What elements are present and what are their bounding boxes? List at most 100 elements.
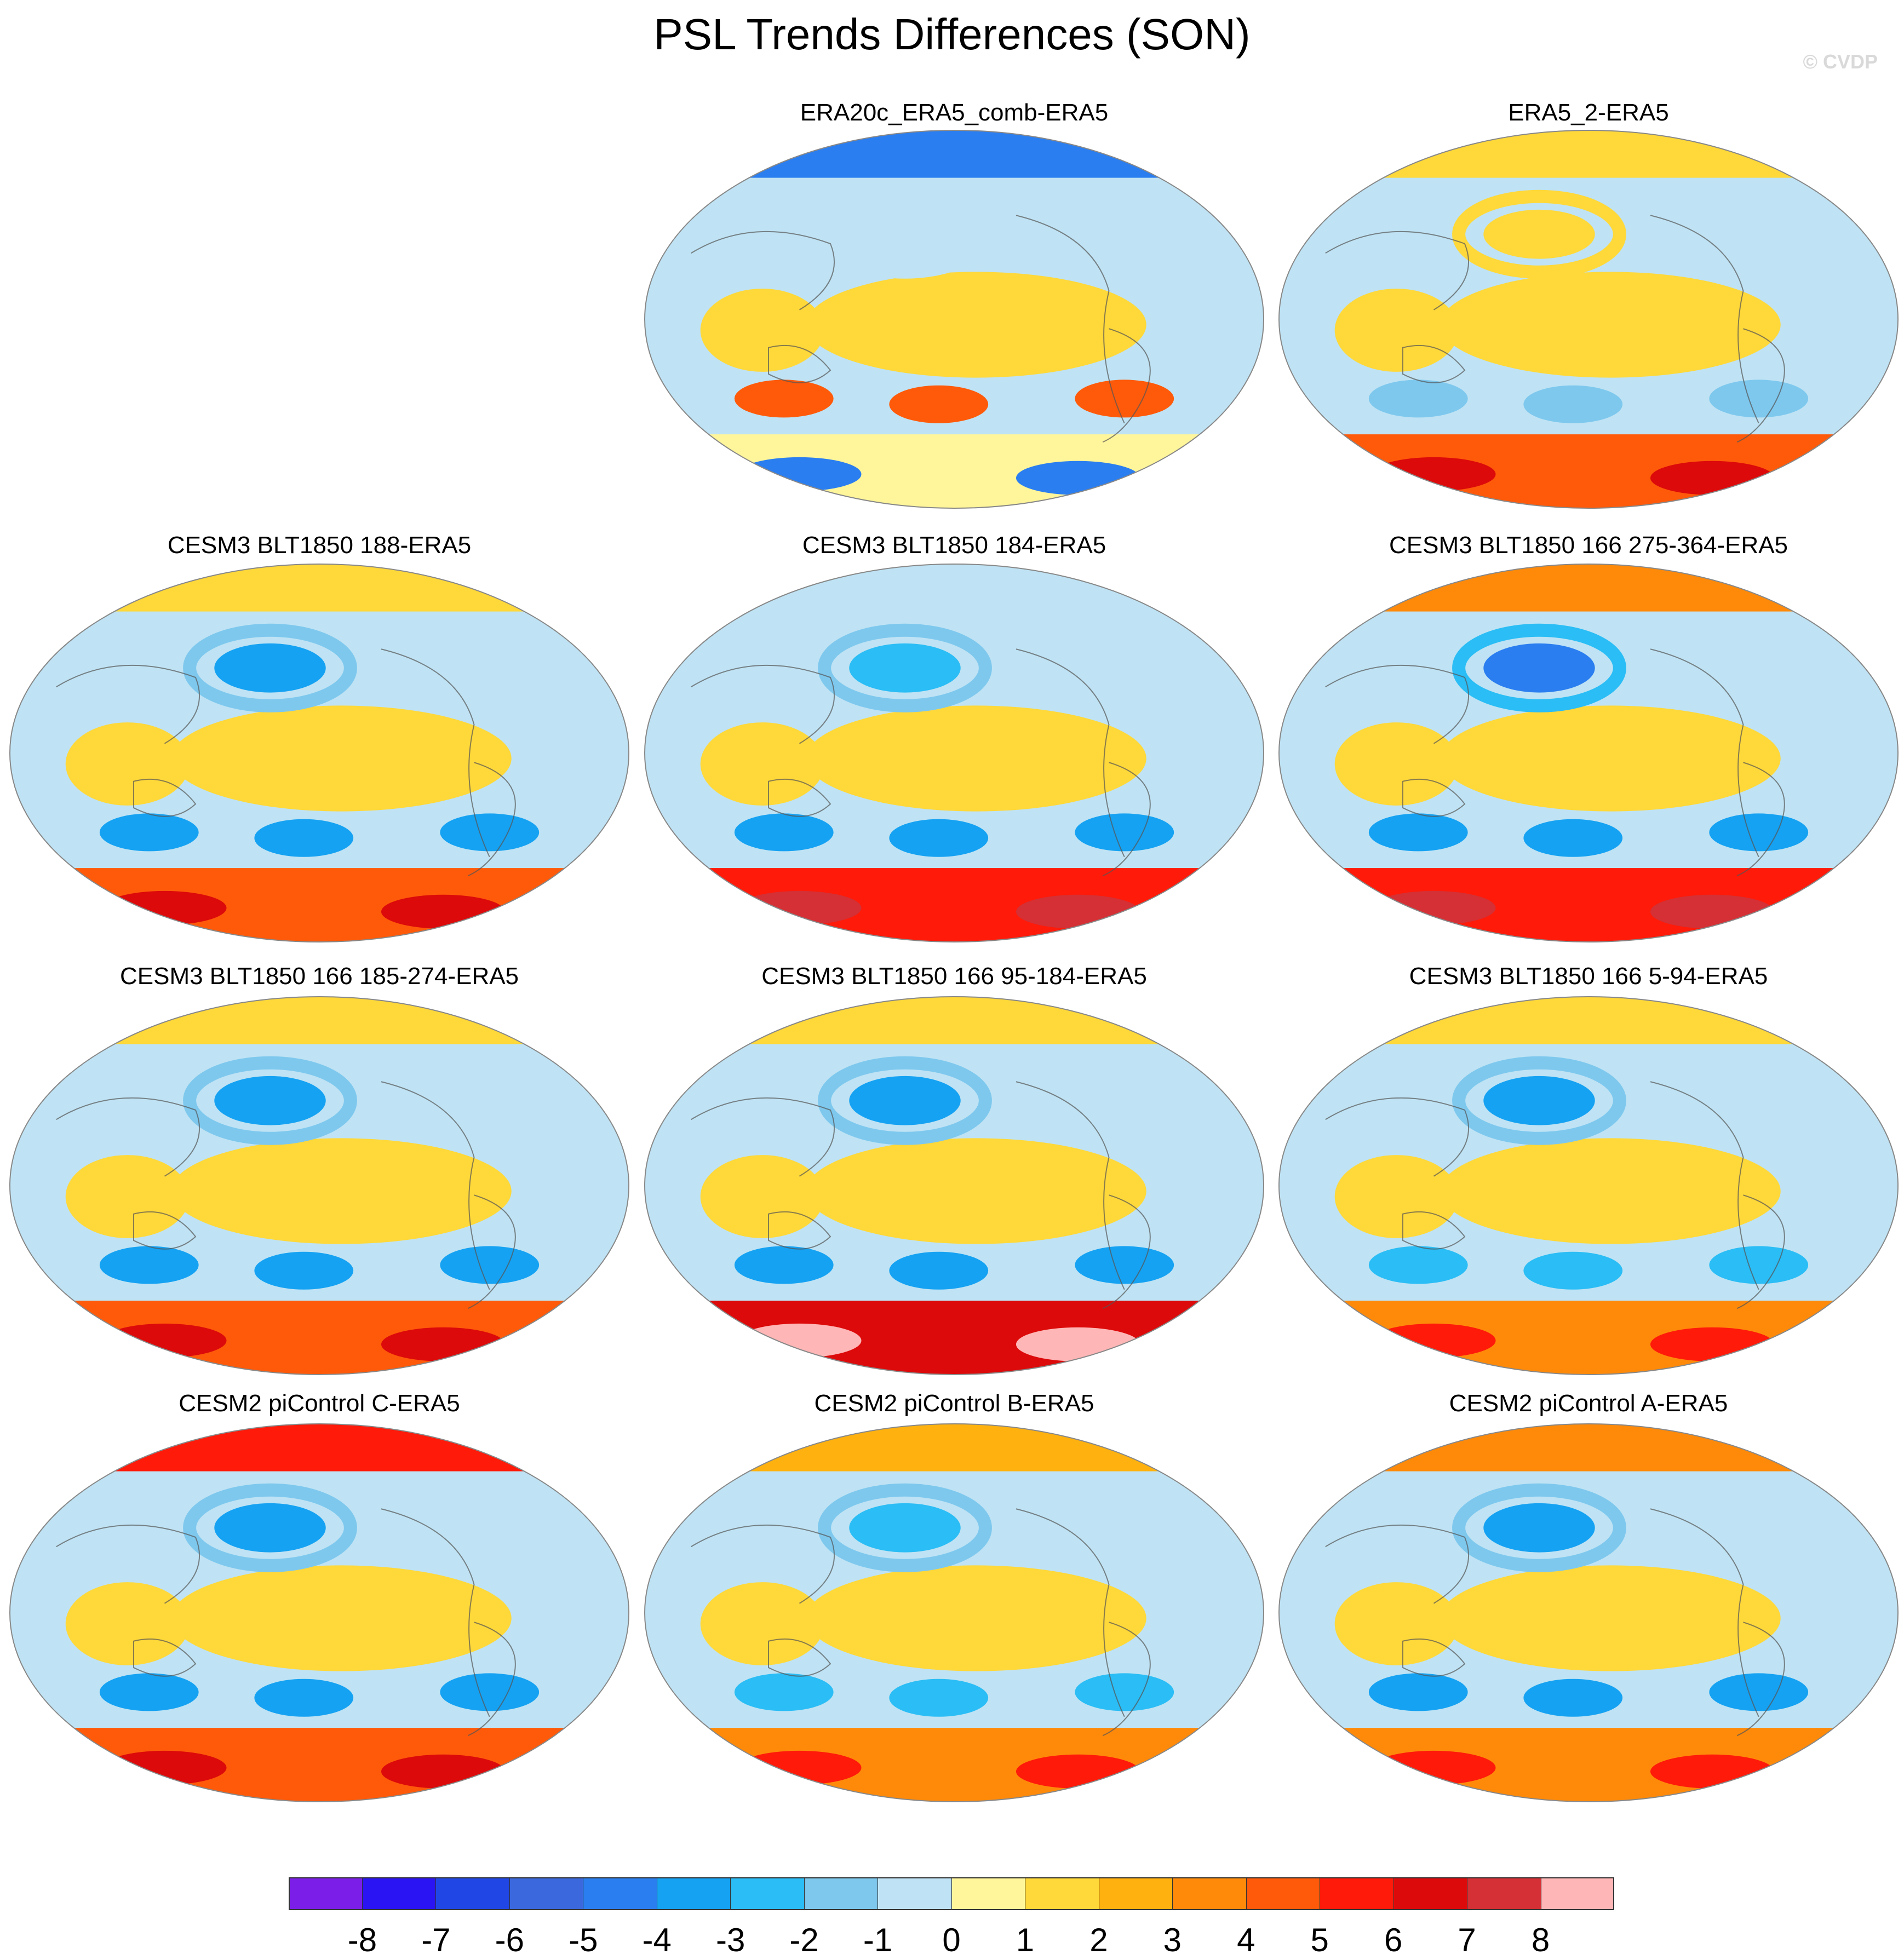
north-pacific-halo xyxy=(1452,189,1626,279)
map-panel xyxy=(1278,564,1899,942)
southern-ocean-anomaly xyxy=(734,1246,834,1284)
map-panel xyxy=(9,564,629,942)
north-pacific-anomaly xyxy=(214,643,326,693)
colorbar-swatch xyxy=(657,1877,731,1910)
antarctic-band xyxy=(1279,868,1898,942)
tropical-pacific-anomaly xyxy=(1440,272,1781,378)
north-pacific-halo xyxy=(183,623,357,712)
tropical-atlantic-anomaly xyxy=(1334,1582,1459,1665)
antarctic-anomaly-center xyxy=(102,1750,227,1785)
southern-ocean-anomaly xyxy=(889,1251,989,1290)
colorbar-tick-label: 8 xyxy=(1531,1922,1550,1958)
north-pacific-halo xyxy=(1452,623,1626,712)
colorbar-swatch xyxy=(362,1877,436,1910)
colorbar-tick-label: 7 xyxy=(1458,1922,1476,1958)
panel-title: CESM3 BLT1850 184-ERA5 xyxy=(802,532,1106,559)
southern-ocean-anomaly xyxy=(734,813,834,852)
southern-ocean-anomaly xyxy=(1709,1246,1809,1284)
coastlines xyxy=(691,1508,1151,1737)
southern-ocean-anomaly xyxy=(1709,813,1809,852)
map-outline xyxy=(1278,1423,1899,1802)
southern-ocean-anomaly xyxy=(440,813,540,852)
southern-ocean-anomaly xyxy=(889,819,989,857)
north-pacific-anomaly xyxy=(849,1076,961,1125)
colorbar-tick-label: -5 xyxy=(569,1922,598,1958)
colorbar-swatch xyxy=(804,1877,878,1910)
watermark: © CVDP xyxy=(1803,50,1878,73)
arctic-anomaly xyxy=(645,564,1264,612)
antarctic-band xyxy=(645,434,1264,508)
colorbar-tick-label: 3 xyxy=(1163,1922,1182,1958)
north-pacific-halo xyxy=(183,1483,357,1572)
coastlines xyxy=(1325,215,1785,443)
southern-ocean-anomaly xyxy=(254,1679,354,1717)
north-pacific-anomaly xyxy=(1483,1076,1595,1125)
arctic-anomaly xyxy=(10,564,629,612)
coastlines xyxy=(1325,1081,1785,1309)
southern-ocean-anomaly xyxy=(440,1246,540,1284)
southern-ocean-anomaly xyxy=(1709,380,1809,418)
north-pacific-anomaly xyxy=(1483,643,1595,693)
southern-ocean-anomaly xyxy=(99,1246,199,1284)
coastlines xyxy=(56,1081,516,1309)
southern-ocean-anomaly xyxy=(1075,1673,1174,1711)
tropical-atlantic-anomaly xyxy=(65,1155,190,1238)
map-outline xyxy=(1278,130,1899,509)
southern-ocean-anomaly xyxy=(99,1673,199,1711)
map-outline xyxy=(9,996,629,1375)
antarctic-anomaly-center xyxy=(737,890,862,925)
colorbar-tick-label: -7 xyxy=(421,1922,451,1958)
north-pacific-halo xyxy=(818,623,992,712)
north-pacific-anomaly xyxy=(849,209,961,259)
arctic-anomaly xyxy=(1279,997,1898,1044)
tropical-pacific-anomaly xyxy=(1440,1138,1781,1244)
colorbar-swatch xyxy=(1393,1877,1467,1910)
colorbar-tick-label: 6 xyxy=(1384,1922,1403,1958)
arctic-anomaly xyxy=(645,997,1264,1044)
arctic-anomaly xyxy=(10,1424,629,1472)
north-pacific-halo xyxy=(1452,1483,1626,1572)
map-panel xyxy=(9,996,629,1375)
tropical-pacific-anomaly xyxy=(171,1565,512,1671)
panel-title: CESM3 BLT1850 166 5-94-ERA5 xyxy=(1409,963,1768,990)
colorbar-swatch xyxy=(1025,1877,1099,1910)
southern-ocean-anomaly xyxy=(1523,819,1623,857)
coastlines xyxy=(691,648,1151,877)
map-panel xyxy=(644,1423,1264,1802)
colorbar-tick-label: -1 xyxy=(863,1922,893,1958)
antarctic-band xyxy=(645,868,1264,942)
southern-ocean-anomaly xyxy=(99,813,199,852)
arctic-anomaly xyxy=(645,1424,1264,1472)
antarctic-band xyxy=(10,1728,629,1802)
tropical-atlantic-anomaly xyxy=(1334,1155,1459,1238)
tropical-pacific-anomaly xyxy=(1440,1565,1781,1671)
tropical-atlantic-anomaly xyxy=(700,722,824,806)
arctic-anomaly xyxy=(645,130,1264,178)
southern-ocean-anomaly xyxy=(440,1673,540,1711)
page-title: PSL Trends Differences (SON) xyxy=(653,10,1251,59)
southern-ocean-anomaly xyxy=(1075,380,1174,418)
antarctic-anomaly-center xyxy=(737,1323,862,1358)
antarctic-anomaly-center xyxy=(1372,1323,1496,1358)
tropical-pacific-anomaly xyxy=(1440,705,1781,812)
antarctic-anomaly-center xyxy=(1372,890,1496,925)
antarctic-band xyxy=(10,1301,629,1375)
north-pacific-halo xyxy=(818,1056,992,1145)
antarctic-band xyxy=(645,1301,1264,1375)
north-pacific-anomaly xyxy=(849,1503,961,1553)
map-panel xyxy=(644,996,1264,1375)
tropical-pacific-anomaly xyxy=(806,272,1146,378)
colorbar-swatch xyxy=(583,1877,657,1910)
colorbar-swatch xyxy=(951,1877,1025,1910)
north-pacific-anomaly xyxy=(1483,209,1595,259)
colorbar-tick-label: -8 xyxy=(347,1922,377,1958)
north-pacific-halo xyxy=(818,189,992,279)
map-outline xyxy=(644,996,1264,1375)
antarctic-anomaly-center xyxy=(102,1323,227,1358)
colorbar-swatch xyxy=(1467,1877,1541,1910)
colorbar-tick-label: 0 xyxy=(942,1922,961,1958)
map-panel xyxy=(644,130,1264,509)
map-outline xyxy=(644,564,1264,942)
colorbar-tick-label: 2 xyxy=(1089,1922,1108,1958)
panel-title: CESM3 BLT1850 166 275-364-ERA5 xyxy=(1389,532,1788,559)
